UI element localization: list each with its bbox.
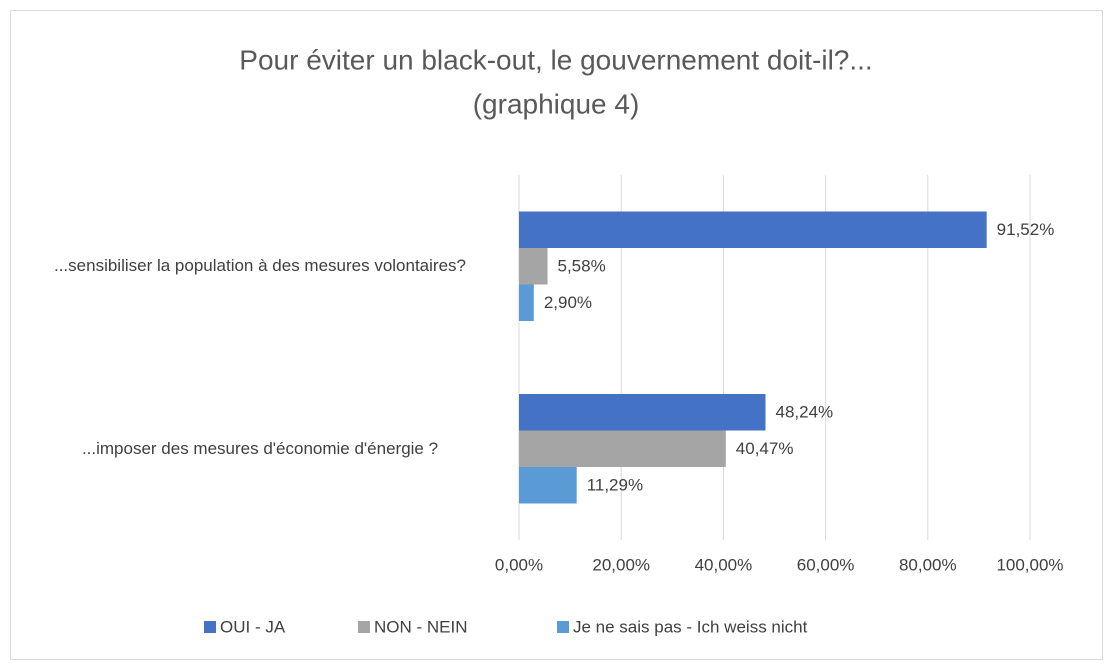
data-label: 2,90% bbox=[544, 293, 592, 312]
legend-swatch bbox=[557, 621, 569, 633]
data-label: 48,24% bbox=[776, 403, 834, 422]
bar bbox=[519, 248, 548, 285]
legend-swatch bbox=[358, 621, 370, 633]
legend-label: NON - NEIN bbox=[374, 617, 468, 636]
chart-subtitle: (graphique 4) bbox=[473, 88, 640, 119]
x-tick-label: 20,00% bbox=[592, 555, 650, 574]
x-tick-label: 40,00% bbox=[695, 555, 753, 574]
legend-label: Je ne sais pas - Ich weiss nicht bbox=[573, 617, 808, 636]
chart-title: Pour éviter un black-out, le gouvernemen… bbox=[239, 44, 872, 75]
data-label: 40,47% bbox=[736, 439, 794, 458]
data-label: 11,29% bbox=[587, 476, 643, 495]
legend-label: OUI - JA bbox=[220, 617, 286, 636]
x-tick-label: 100,00% bbox=[996, 555, 1063, 574]
bar bbox=[519, 284, 534, 321]
bar bbox=[519, 394, 766, 431]
bar bbox=[519, 430, 726, 467]
data-label: 5,58% bbox=[558, 257, 606, 276]
x-tick-label: 80,00% bbox=[899, 555, 957, 574]
x-tick-label: 60,00% bbox=[797, 555, 855, 574]
bar bbox=[519, 211, 987, 248]
y-tick-label: ...sensibiliser la population à des mesu… bbox=[53, 256, 466, 276]
data-label: 91,52% bbox=[997, 220, 1055, 239]
chart-border bbox=[10, 10, 1103, 660]
bar bbox=[519, 467, 577, 504]
x-tick-label: 0,00% bbox=[495, 555, 543, 574]
legend-swatch bbox=[204, 621, 216, 633]
y-tick-label: ...imposer des mesures d'économie d'éner… bbox=[81, 438, 439, 458]
